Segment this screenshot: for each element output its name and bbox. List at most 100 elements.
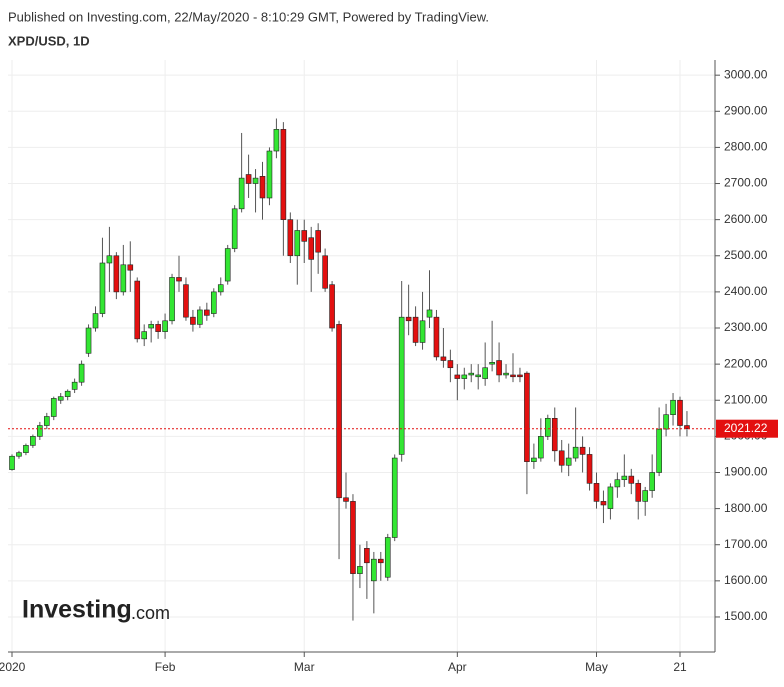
candle-body <box>558 450 565 466</box>
candle-body <box>475 374 482 378</box>
y-tick-label: 2200.00 <box>724 356 768 370</box>
candle-body <box>607 486 614 509</box>
candle-body <box>503 372 509 376</box>
candle-body <box>510 374 516 378</box>
x-tick-label: May <box>585 660 608 674</box>
candle-body <box>656 428 662 473</box>
candle-body <box>43 416 50 426</box>
candle-body <box>371 558 377 582</box>
candle-body <box>419 320 426 343</box>
candle-body <box>197 309 203 325</box>
candle-body <box>190 316 196 325</box>
candle-body <box>579 446 586 455</box>
candle-body <box>23 445 29 453</box>
candle-body <box>364 548 370 564</box>
y-tick-label: 1500.00 <box>724 609 768 623</box>
candle-body <box>489 362 495 365</box>
candle-body <box>85 327 92 354</box>
candle-body <box>628 475 635 484</box>
y-tick-label: 2900.00 <box>724 103 768 117</box>
candle-body <box>670 399 676 415</box>
candle-body <box>572 446 579 459</box>
candle-body <box>426 309 433 318</box>
candle-body <box>635 483 642 502</box>
y-tick-label: 1800.00 <box>724 501 768 515</box>
candle-body <box>280 129 287 220</box>
candle-body <box>245 174 252 184</box>
candle-body <box>377 558 384 564</box>
candle-body <box>162 320 168 332</box>
candle-body <box>496 360 502 376</box>
candle-body <box>99 262 106 314</box>
x-tick-label: 21 <box>673 660 687 674</box>
candle-body <box>78 363 85 383</box>
watermark: .com <box>131 603 170 623</box>
candle-body <box>461 374 468 379</box>
candle-body <box>238 177 245 210</box>
candle-body <box>614 479 621 488</box>
y-tick-label: 2400.00 <box>724 284 768 298</box>
y-tick-label: 1700.00 <box>724 537 768 551</box>
candle-body <box>141 331 148 340</box>
candle-body <box>517 374 523 378</box>
x-tick-label: Mar <box>294 660 315 674</box>
price-label: 2021.22 <box>724 421 768 435</box>
y-tick-label: 1600.00 <box>724 573 768 587</box>
candle-body <box>217 284 224 293</box>
candle-body <box>454 374 461 379</box>
y-tick-label: 2100.00 <box>724 392 768 406</box>
y-tick-label: 2800.00 <box>724 140 768 154</box>
candle-body <box>329 284 335 329</box>
candle-body <box>600 501 607 506</box>
price-label-bg <box>716 419 778 438</box>
candle-body <box>106 255 113 264</box>
candle-body <box>538 436 544 459</box>
candle-body <box>16 452 22 457</box>
candle-body <box>294 230 301 257</box>
candle-body <box>482 367 488 379</box>
y-tick-label: 2300.00 <box>724 320 768 334</box>
candle-body <box>92 313 99 329</box>
chart-title: XPD/USD, 1D <box>8 33 90 48</box>
candle-body <box>440 356 447 361</box>
candle-body <box>287 219 294 257</box>
candle-body <box>134 280 141 340</box>
candle-body <box>273 129 280 152</box>
candle-body <box>176 277 182 282</box>
candle-body <box>148 324 154 329</box>
candle-body <box>593 483 600 502</box>
candle-body <box>224 248 231 282</box>
watermark: Investing <box>22 596 132 624</box>
x-tick-label: Apr <box>448 660 467 674</box>
x-tick-label: 2020 <box>0 660 26 674</box>
candle-body <box>301 230 308 242</box>
y-tick-label: 2700.00 <box>724 176 768 190</box>
candle-body <box>259 176 266 199</box>
chart-subtitle: Published on Investing.com, 22/May/2020 … <box>8 9 489 24</box>
candle-body <box>447 360 454 369</box>
candle-body <box>71 381 78 390</box>
candle-body <box>468 372 475 376</box>
candle-body <box>252 177 259 184</box>
candle-body <box>524 372 530 462</box>
candle-body <box>127 264 134 271</box>
candle-body <box>663 414 669 430</box>
candle-body <box>113 255 120 293</box>
candle-body <box>642 490 649 502</box>
y-tick-label: 3000.00 <box>724 67 768 81</box>
candle-body <box>384 537 391 578</box>
candle-body <box>405 316 412 322</box>
candle-body <box>308 237 315 260</box>
candle-body <box>412 316 419 343</box>
candle-body <box>336 324 342 499</box>
candle-body <box>391 457 398 538</box>
candle-body <box>64 390 71 397</box>
candle-body <box>621 475 628 481</box>
candle-body <box>398 316 405 455</box>
candle-body <box>50 398 57 417</box>
y-tick-label: 2600.00 <box>724 212 768 226</box>
candle-body <box>350 501 356 574</box>
candle-body <box>9 455 15 470</box>
candle-body <box>204 309 210 316</box>
